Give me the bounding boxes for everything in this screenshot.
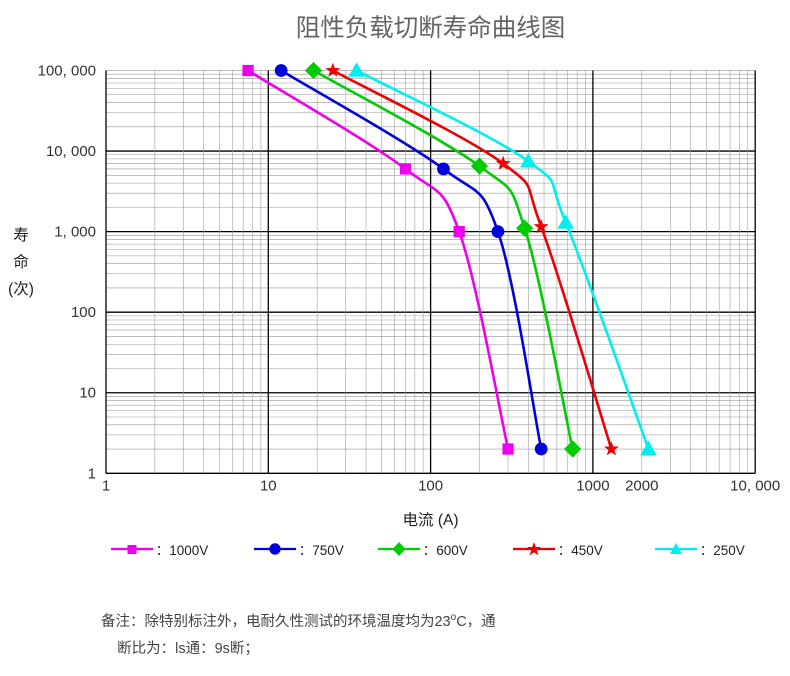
svg-text:10: 10 <box>79 385 96 402</box>
svg-text:2000: 2000 <box>625 478 658 495</box>
svg-text:1: 1 <box>102 478 110 495</box>
svg-text:10, 000: 10, 000 <box>730 478 780 495</box>
svg-text:1: 1 <box>88 465 96 482</box>
svg-text:100: 100 <box>418 478 443 495</box>
svg-text:100: 100 <box>71 304 96 321</box>
svg-text:100, 000: 100, 000 <box>38 63 96 80</box>
svg-text:1, 000: 1, 000 <box>54 224 96 241</box>
svg-text:10: 10 <box>260 478 277 495</box>
svg-text:1000: 1000 <box>576 478 609 495</box>
svg-text:10, 000: 10, 000 <box>46 143 96 160</box>
